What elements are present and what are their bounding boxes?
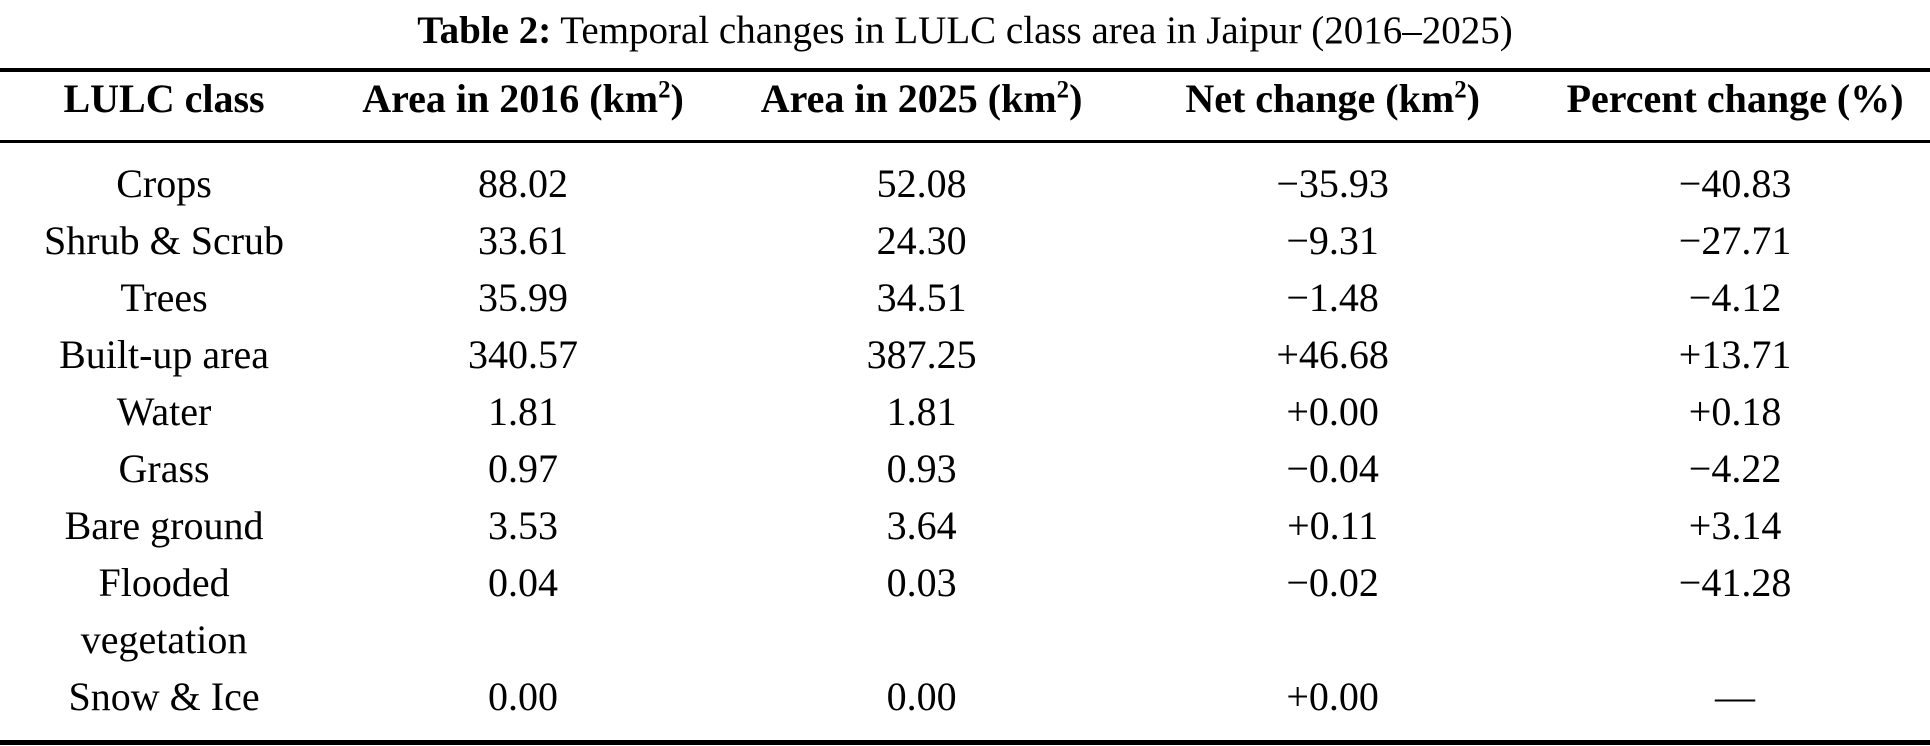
- cell-net-change: −9.31: [1286, 218, 1379, 263]
- cell-area-2016: 340.57: [468, 332, 579, 377]
- cell-lulc-class: Water: [116, 389, 212, 434]
- cell-area-2016: 0.97: [488, 446, 559, 491]
- cell-area-2016: 1.81: [488, 389, 559, 434]
- header-superscript: 2: [1056, 76, 1070, 104]
- col-header-text: ): [670, 76, 684, 121]
- col-header-text: Area in 2025 (km: [760, 76, 1057, 121]
- table-caption-text: Temporal changes in LULC class area in J…: [551, 9, 1513, 52]
- cell-area-2016: 0.00: [488, 674, 559, 719]
- cell-area-2016: 35.99: [478, 275, 569, 320]
- table-caption: Table 2: Temporal changes in LULC class …: [0, 6, 1930, 56]
- cell-percent-change: −27.71: [1678, 218, 1792, 263]
- cell-area-2025: 0.03: [886, 560, 957, 605]
- lulc-change-table: LULC class Area in 2016 (km2) Area in 20…: [0, 68, 1930, 745]
- col-header-lulc-class: LULC class: [0, 70, 329, 143]
- cell-net-change: −0.02: [1286, 560, 1379, 605]
- col-header-net-change: Net change (km2): [1125, 70, 1541, 143]
- cell-lulc-class: Crops: [116, 161, 212, 206]
- cell-area-2025: 34.51: [876, 275, 967, 320]
- cell-percent-change: −41.28: [1678, 560, 1792, 605]
- col-header-text: LULC class: [63, 76, 265, 121]
- table-row-bare-ground: Bare ground 3.53 3.64 +0.11 +3.14: [0, 497, 1930, 554]
- table-row-flooded-vegetation: Flooded vegetation 0.04 0.03 −0.02 −41.2…: [0, 554, 1930, 668]
- cell-lulc-class: Flooded vegetation: [80, 560, 248, 662]
- cell-percent-change: +3.14: [1688, 503, 1782, 548]
- cell-lulc-class: Trees: [120, 275, 208, 320]
- table-row-snow-ice: Snow & Ice 0.00 0.00 +0.00 —: [0, 668, 1930, 743]
- cell-net-change: +46.68: [1276, 332, 1389, 377]
- col-header-area-2016: Area in 2016 (km2): [328, 70, 718, 143]
- cell-area-2016: 0.04: [488, 560, 559, 605]
- table-row-crops: Crops 88.02 52.08 −35.93 −40.83: [0, 142, 1930, 213]
- cell-area-2016: 33.61: [478, 218, 569, 263]
- cell-area-2025: 1.81: [886, 389, 957, 434]
- cell-percent-change: −40.83: [1678, 161, 1792, 206]
- cell-net-change: +0.11: [1287, 503, 1379, 548]
- table-row-shrub-scrub: Shrub & Scrub 33.61 24.30 −9.31 −27.71: [0, 212, 1930, 269]
- cell-lulc-class: Shrub & Scrub: [44, 218, 285, 263]
- cell-area-2025: 3.64: [886, 503, 957, 548]
- cell-lulc-class: Built-up area: [59, 332, 269, 377]
- cell-percent-change: +0.18: [1688, 389, 1782, 434]
- cell-net-change: +0.00: [1286, 389, 1379, 434]
- col-header-percent-change: Percent change (%): [1540, 70, 1930, 143]
- cell-net-change: −0.04: [1286, 446, 1379, 491]
- cell-area-2025: 52.08: [876, 161, 967, 206]
- header-superscript: 2: [1454, 76, 1467, 104]
- header-superscript: 2: [658, 76, 671, 104]
- col-header-text: ): [1466, 76, 1480, 121]
- cell-area-2016: 88.02: [478, 161, 569, 206]
- col-header-text: Area in 2016 (km: [362, 76, 659, 121]
- cell-net-change: −35.93: [1276, 161, 1389, 206]
- cell-percent-change: −4.12: [1688, 275, 1782, 320]
- header-row: LULC class Area in 2016 (km2) Area in 20…: [0, 70, 1930, 143]
- col-header-text: Percent change (%): [1566, 76, 1904, 121]
- table-row-water: Water 1.81 1.81 +0.00 +0.18: [0, 383, 1930, 440]
- cell-area-2025: 0.00: [886, 674, 957, 719]
- cell-percent-change: —: [1715, 674, 1756, 719]
- table-row-grass: Grass 0.97 0.93 −0.04 −4.22: [0, 440, 1930, 497]
- cell-percent-change: +13.71: [1678, 332, 1792, 377]
- cell-area-2025: 24.30: [876, 218, 967, 263]
- cell-percent-change: −4.22: [1688, 446, 1782, 491]
- cell-net-change: +0.00: [1286, 674, 1379, 719]
- cell-lulc-class: Grass: [118, 446, 210, 491]
- cell-area-2016: 3.53: [488, 503, 559, 548]
- table-row-built-up-area: Built-up area 340.57 387.25 +46.68 +13.7…: [0, 326, 1930, 383]
- cell-lulc-class: Snow & Ice: [68, 674, 260, 719]
- table-row-trees: Trees 35.99 34.51 −1.48 −4.12: [0, 269, 1930, 326]
- cell-net-change: −1.48: [1286, 275, 1379, 320]
- col-header-text: ): [1069, 76, 1083, 121]
- col-header-text: Net change (km: [1185, 76, 1455, 121]
- table-caption-label: Table 2:: [417, 9, 552, 52]
- cell-lulc-class: Bare ground: [64, 503, 264, 548]
- col-header-area-2025: Area in 2025 (km2): [717, 70, 1126, 143]
- cell-area-2025: 387.25: [866, 332, 977, 377]
- cell-area-2025: 0.93: [886, 446, 957, 491]
